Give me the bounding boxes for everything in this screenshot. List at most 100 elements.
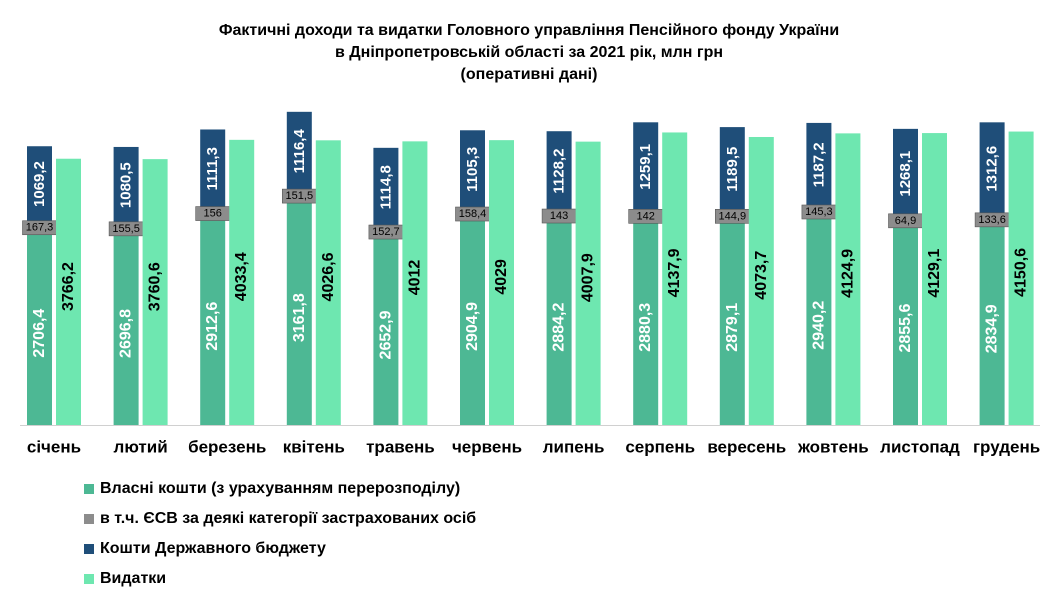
label-state-budget-month-1: 1069,2 [31,161,48,207]
chart-title-line-1: Фактичні доходи та видатки Головного упр… [218,22,840,39]
bar-own-funds-month-4 [286,201,312,425]
legend: Власні кошти (з урахуванням перерозподіл… [84,474,476,594]
bar-own-funds-month-8 [633,221,659,425]
label-own-funds-month-12: 2834,9 [984,304,1001,353]
bar-own-funds-month-7 [546,221,572,425]
label-esv-month-5: 152,7 [372,226,400,238]
bar-expenses-month-1 [56,158,81,425]
label-esv-month-10: 145,3 [805,206,833,218]
label-esv-month-2: 155,5 [112,223,140,235]
legend-swatch-own-funds [84,484,94,494]
label-esv-month-12: 133,6 [978,214,1006,226]
label-state-budget-month-6: 1105,3 [464,147,481,192]
chart-title-line-2: в Дніпропетровській області за 2021 рік,… [334,44,724,61]
label-expenses-month-7: 4007,9 [580,253,597,302]
label-expenses-month-12: 4150,6 [1013,248,1030,297]
label-expenses-month-11: 4129,1 [926,249,943,298]
bar-state-budget-month-8 [633,122,659,212]
category-label-month-10: жовтень [797,438,869,457]
bar-expenses-month-10 [835,133,861,425]
bar-state-budget-month-6 [460,130,485,209]
label-state-budget-month-2: 1080,5 [118,162,135,208]
legend-swatch-state-budget [84,544,94,554]
bar-state-budget-month-2 [113,146,139,224]
category-label-month-4: квітень [283,438,345,457]
category-label-month-11: листопад [880,438,960,457]
legend-label-esv: в т.ч. ЄСВ за деякі категорії застрахова… [100,510,477,527]
label-expenses-month-10: 4124,9 [839,249,856,298]
label-own-funds-month-10: 2940,2 [810,301,827,350]
bar-state-budget-month-7 [546,131,572,211]
label-expenses-month-4: 4026,6 [320,252,337,301]
bar-own-funds-month-11 [893,223,918,425]
label-expenses-month-3: 4033,4 [233,252,250,301]
label-state-budget-month-5: 1114,8 [377,165,394,209]
bar-expenses-month-4 [315,140,341,425]
category-label-month-9: вересень [707,438,786,457]
legend-swatch-esv [84,514,94,524]
label-own-funds-month-9: 2879,1 [724,303,741,352]
label-own-funds-month-5: 2652,9 [377,310,394,359]
bar-expenses-month-9 [748,136,774,425]
bar-expenses-month-3 [229,139,255,425]
category-label-month-2: лютий [114,438,168,457]
label-expenses-month-8: 4137,9 [666,248,683,297]
bar-state-budget-month-4 [286,111,312,191]
bar-state-budget-month-10 [806,122,832,207]
bar-state-budget-month-3 [200,129,226,209]
legend-item-expenses: Видатки [84,564,476,594]
label-state-budget-month-11: 1268,1 [897,151,914,197]
legend-item-state-budget: Кошти Державного бюджету [84,534,476,564]
label-expenses-month-9: 4073,7 [753,251,770,300]
bar-expenses-month-8 [662,132,688,425]
label-esv-month-4: 151,5 [286,190,314,202]
bar-expenses-month-2 [142,159,168,425]
bar-own-funds-month-9 [719,221,745,425]
bar-expenses-month-7 [575,141,601,425]
bar-own-funds-month-12 [979,224,1005,425]
label-state-budget-month-9: 1189,5 [724,147,741,192]
bar-own-funds-month-2 [113,234,139,425]
label-esv-month-7: 143 [550,210,568,222]
label-esv-month-1: 167,3 [26,222,54,234]
label-esv-month-3: 156 [204,208,222,220]
legend-item-esv: в т.ч. ЄСВ за деякі категорії застрахова… [84,504,476,534]
label-expenses-month-2: 3760,6 [147,262,164,311]
label-esv-month-8: 142 [637,210,655,222]
category-label-month-5: травень [366,438,435,457]
bar-state-budget-month-9 [719,127,745,212]
label-state-budget-month-8: 1259,1 [637,144,654,190]
label-own-funds-month-2: 2696,8 [118,309,135,358]
chart-title-line-3: (оперативні дані) [460,66,598,83]
bar-own-funds-month-6 [460,219,485,425]
label-state-budget-month-3: 1111,3 [204,147,221,190]
label-state-budget-month-7: 1128,2 [551,149,568,194]
bar-state-budget-month-11 [893,128,918,219]
legend-label-expenses: Видатки [100,570,167,587]
label-esv-month-9: 144,9 [719,210,747,222]
label-expenses-month-6: 4029 [493,259,510,295]
label-own-funds-month-11: 2855,6 [897,304,914,353]
label-esv-month-11: 64,9 [895,215,916,227]
bar-own-funds-month-5 [373,237,399,425]
category-label-month-12: грудень [973,438,1040,457]
label-esv-month-6: 158,4 [459,208,487,220]
label-state-budget-month-10: 1187,2 [810,142,827,187]
legend-swatch-expenses [84,574,94,584]
label-expenses-month-5: 4012 [406,260,423,296]
bar-state-budget-month-1 [27,146,52,222]
legend-label-state-budget: Кошти Державного бюджету [100,540,326,557]
bar-own-funds-month-3 [200,219,226,425]
category-label-month-1: січень [27,438,81,457]
label-own-funds-month-1: 2706,4 [31,309,48,358]
legend-item-own-funds: Власні кошти (з урахуванням перерозподіл… [84,474,476,504]
label-own-funds-month-4: 3161,8 [291,293,308,342]
category-label-month-6: червень [452,438,522,457]
bar-state-budget-month-5 [373,147,399,227]
label-own-funds-month-3: 2912,6 [204,302,221,351]
label-own-funds-month-7: 2884,2 [551,303,568,352]
bar-own-funds-month-10 [806,217,832,425]
bar-expenses-month-6 [489,140,514,425]
category-label-month-8: серпень [625,438,695,457]
